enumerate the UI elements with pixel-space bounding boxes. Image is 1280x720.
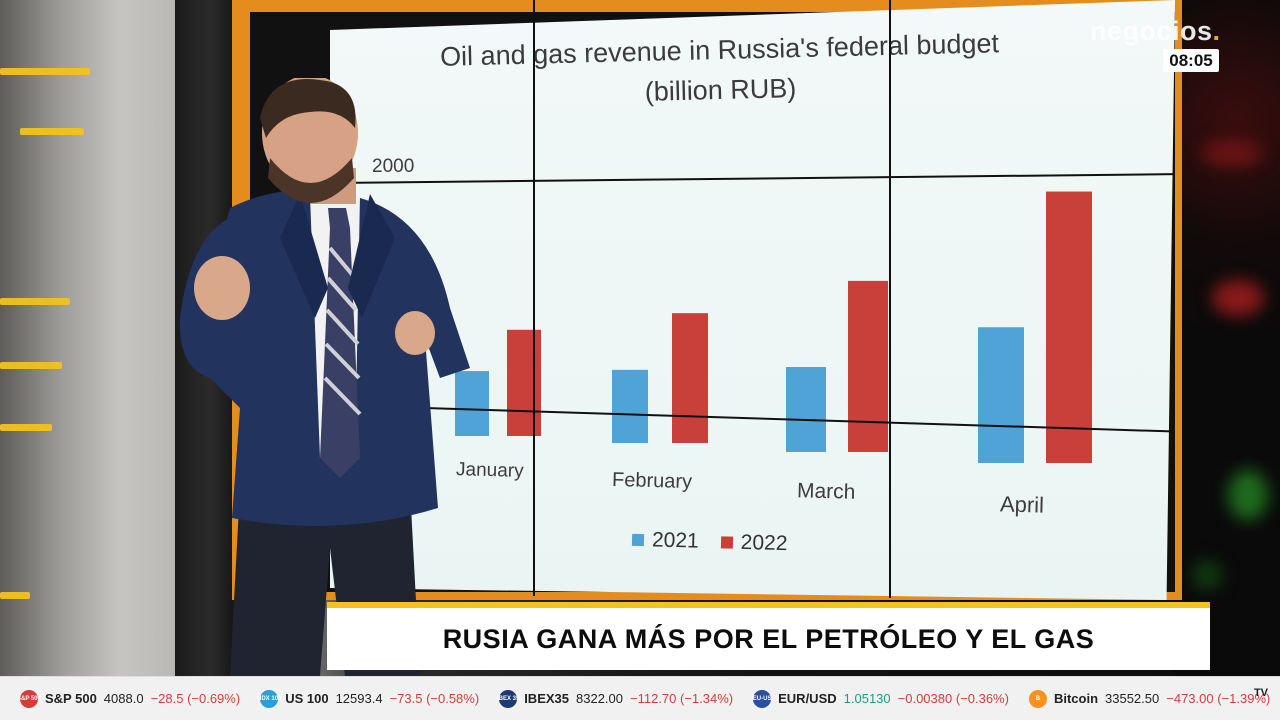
ticker-name: IBEX35 [524, 691, 569, 706]
decor-stripe [20, 128, 84, 135]
ticker-change: −28.5 (−0.69%) [150, 691, 241, 706]
logo-text: negocios [1090, 16, 1213, 46]
ticker-item[interactable]: EU-US EUR/USD 1.05130 −0.00380 (−0.36%) [753, 689, 1009, 708]
ticker-price: 12593.4 [335, 691, 383, 706]
chart-bars [455, 191, 1092, 464]
ticker-item[interactable]: S&P 500 S&P 500 4088.0 −28.5 (−0.69%) [17, 689, 241, 708]
legend-swatch [631, 533, 645, 547]
presenter [179, 78, 470, 676]
x-tick-label-february: February [611, 468, 693, 494]
ticker-name: US 100 [285, 691, 329, 706]
ticker-price: 4088.0 [103, 691, 144, 706]
decor-stripe [0, 298, 70, 305]
ticker-price: 33552.50 [1105, 691, 1160, 706]
screen-seam [889, 0, 891, 598]
legend-label: 2022 [740, 530, 788, 556]
ticker-price: 1.05130 [843, 691, 891, 706]
studio-right-wall [1172, 0, 1280, 676]
ticker-price: 8322.00 [576, 691, 623, 706]
channel-logo: negocios. [1090, 16, 1221, 47]
ticker-symbol-icon: B [1028, 689, 1047, 708]
bar-january-2021 [455, 371, 489, 436]
tradingview-icon: TV [1253, 687, 1268, 699]
ticker-item[interactable]: NDX 100 US 100 12593.4 −73.5 (−0.58%) [257, 689, 480, 708]
red-light-blob [1212, 280, 1264, 316]
logo-dot: . [1212, 16, 1221, 46]
decor-stripe [0, 362, 62, 369]
y-tick-label: 2000 [372, 156, 415, 177]
ticker-change: −0.00380 (−0.36%) [897, 691, 1009, 706]
ticker-change: −473.00 (−1.39%) [1166, 691, 1271, 706]
ticker-change: −73.5 (−0.58%) [389, 691, 480, 706]
ticker-symbol-icon: S&P 500 [17, 689, 41, 708]
decor-stripe [0, 68, 90, 75]
bar-april-2022 [1046, 191, 1092, 464]
legend-label: 2021 [651, 528, 700, 553]
red-light-blob [1202, 140, 1262, 166]
chart-legend: 2021 2022 [631, 528, 788, 556]
legend-swatch [720, 536, 733, 549]
ticker-item[interactable]: IBEX 35 IBEX35 8322.00 −112.70 (−1.34%) [497, 689, 734, 708]
bar-february-2021 [612, 369, 648, 443]
ticker-symbol-icon: IBEX 35 [497, 689, 519, 708]
bar-march-2021 [786, 367, 826, 452]
decor-stripe [0, 592, 30, 599]
green-light-blob [1192, 560, 1222, 590]
legend-item-2021: 2021 [631, 528, 700, 554]
ticker-symbol-icon: EU-US [753, 689, 771, 708]
x-tick-label-march: March [796, 479, 856, 504]
ticker-item[interactable]: B Bitcoin 33552.50 −473.00 (−1.39%) [1028, 689, 1271, 708]
bar-march-2022 [848, 280, 888, 452]
chart-screen [330, 0, 1175, 600]
green-light-blob [1228, 470, 1268, 520]
ticker-name: EUR/USD [778, 691, 837, 706]
x-tick-label-april: April [999, 491, 1045, 518]
studio-left-panel [0, 0, 200, 676]
bar-february-2022 [672, 313, 708, 443]
legend-item-2022: 2022 [720, 530, 788, 556]
bar-january-2022 [507, 329, 541, 436]
broadcast-clock: 08:05 [1163, 49, 1219, 72]
ticker-symbol-icon: NDX 100 [257, 689, 281, 708]
decor-stripe [0, 424, 52, 431]
bar-april-2021 [978, 327, 1024, 463]
ticker-name: Bitcoin [1053, 691, 1099, 706]
lower-third-banner: RUSIA GANA MÁS POR EL PETRÓLEO Y EL GAS [327, 602, 1210, 670]
ticker-name: S&P 500 [45, 691, 97, 706]
market-ticker: S&P 500 S&P 500 4088.0 −28.5 (−0.69%) NDX 10… [0, 676, 1280, 720]
screen-seam [533, 0, 535, 596]
headline-text: RUSIA GANA MÁS POR EL PETRÓLEO Y EL GAS [442, 623, 1095, 654]
ticker-change: −112.70 (−1.34%) [630, 691, 734, 706]
